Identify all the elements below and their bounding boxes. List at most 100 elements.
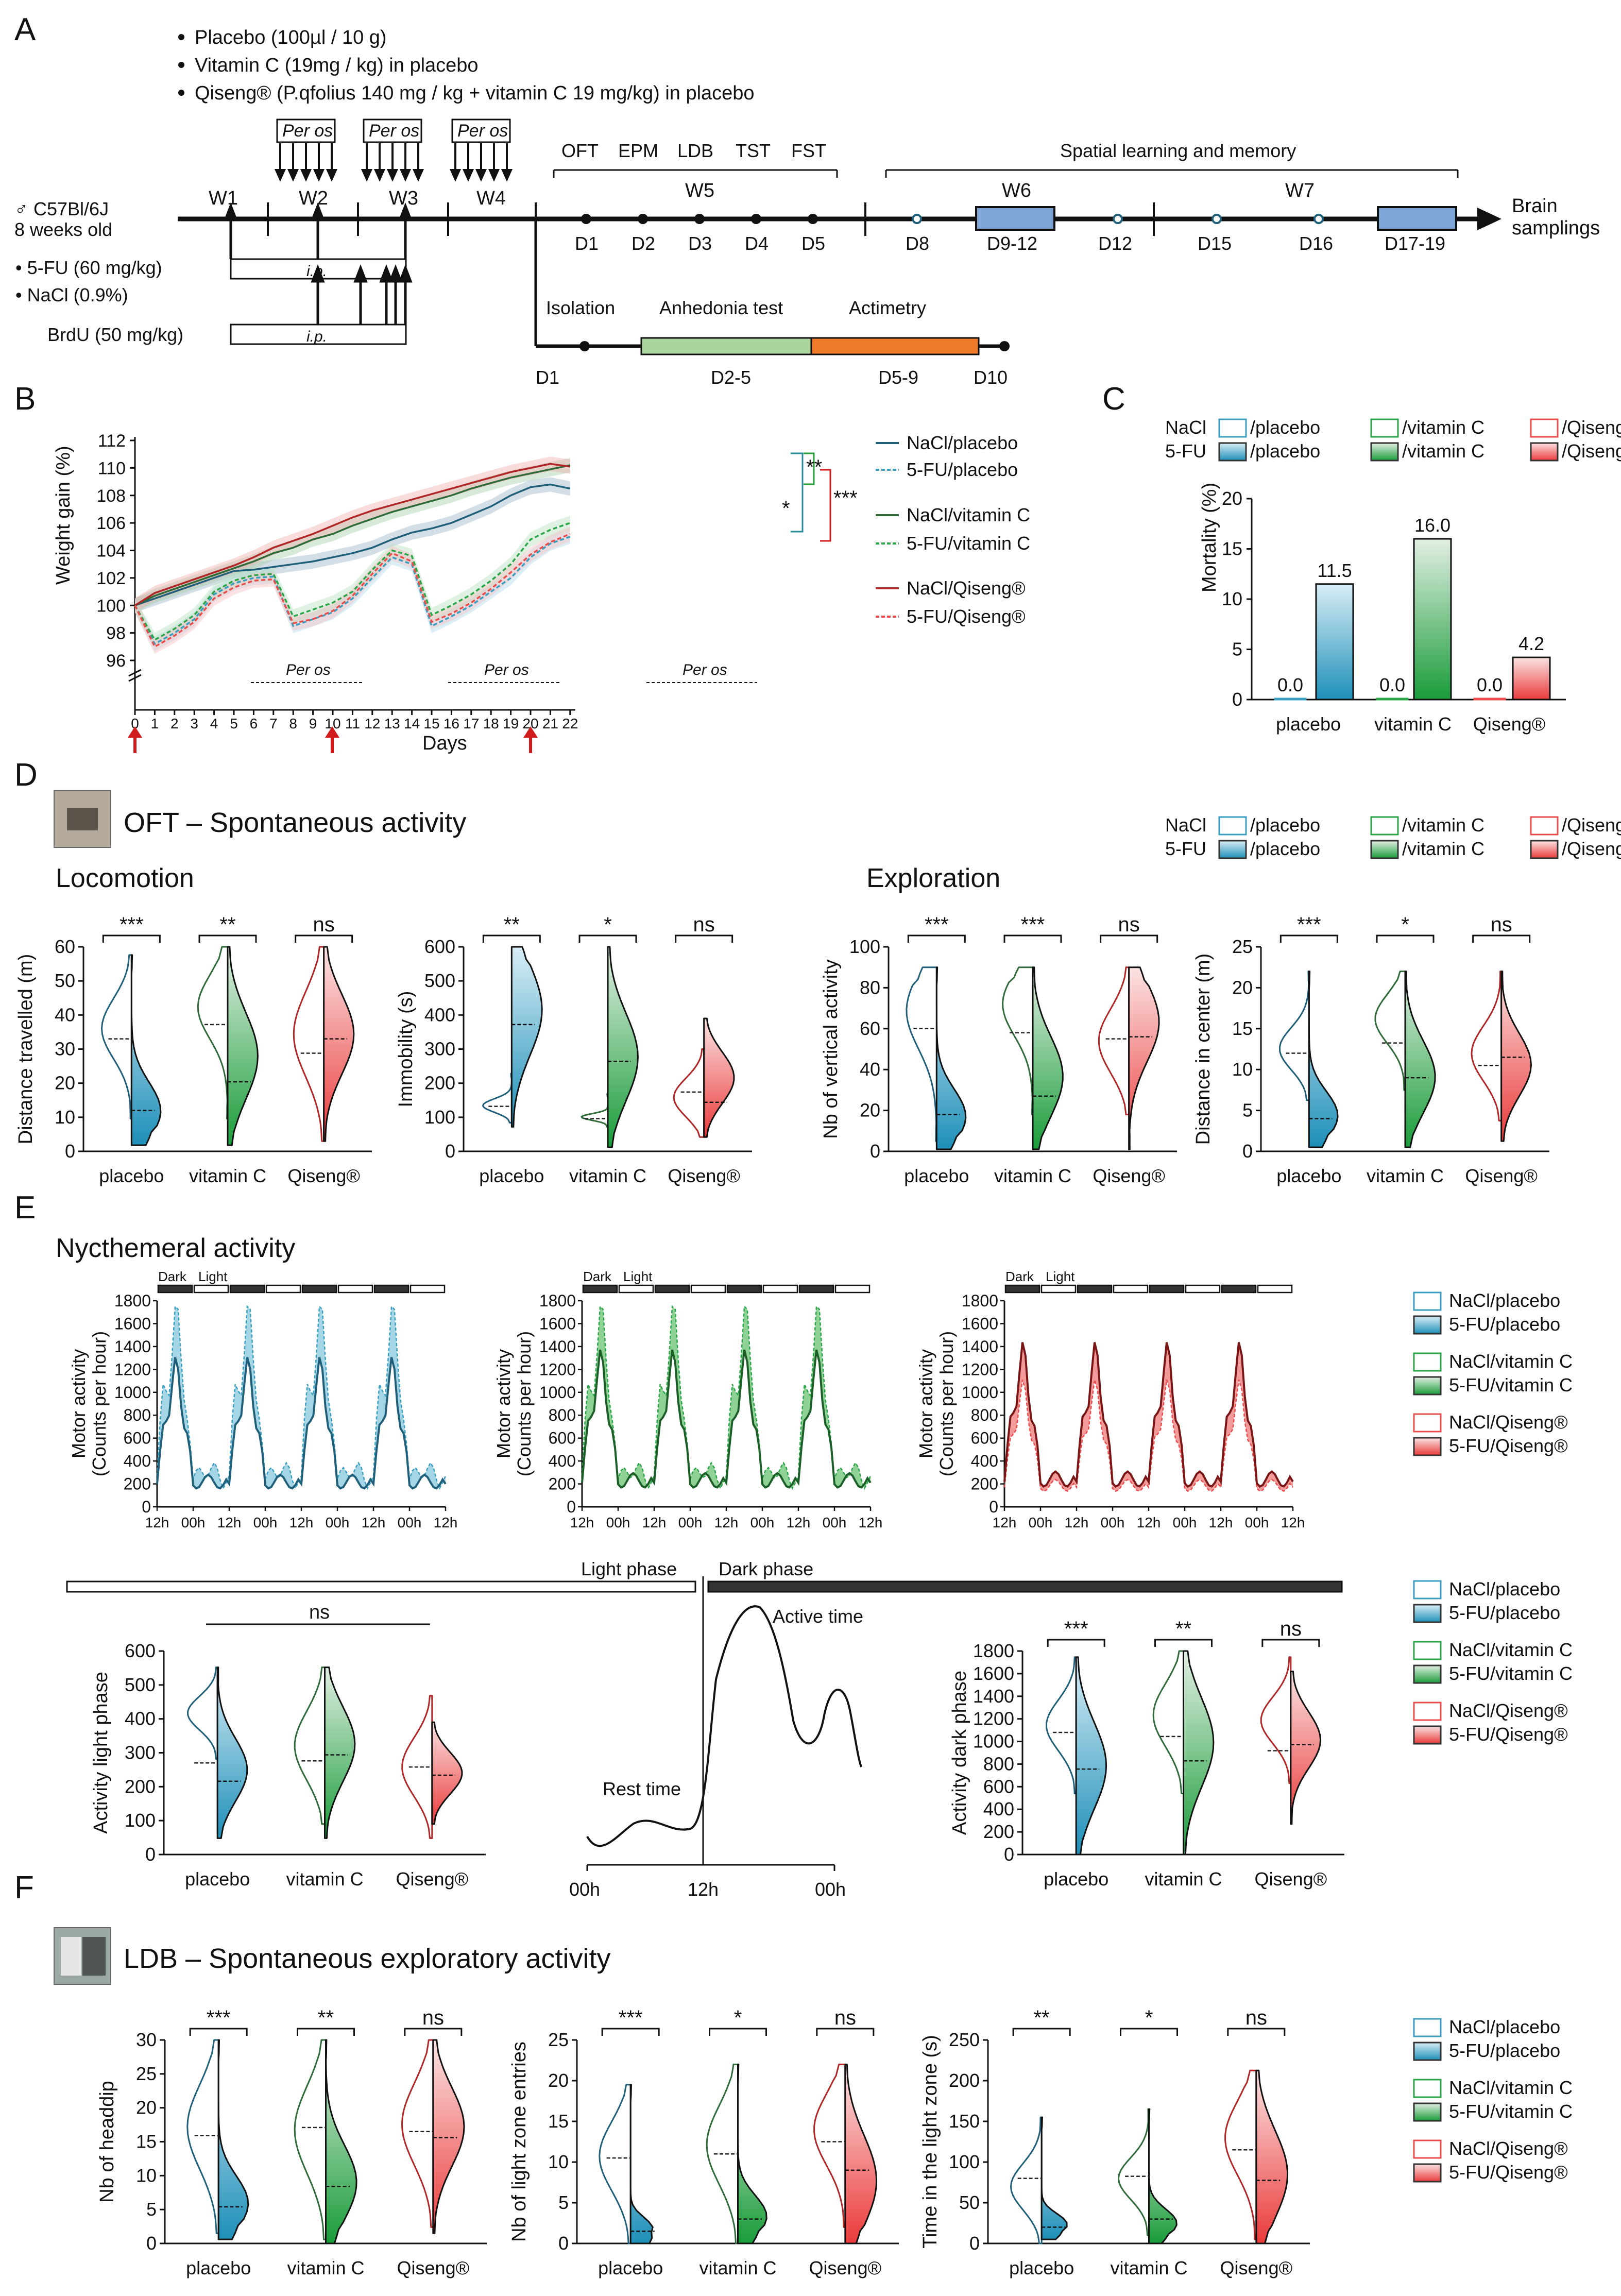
- e-xtick-label: 12h: [993, 1515, 1017, 1530]
- violin-ylabel: Nb of light zone entries: [508, 2042, 530, 2242]
- c-bar: [1274, 698, 1307, 701]
- e-ytick-label: 1800: [962, 1291, 998, 1310]
- e-xtick-label: 00h: [1245, 1515, 1269, 1530]
- sig-label: ns: [1280, 1618, 1302, 1640]
- violin-ytick-label: 20: [136, 2097, 157, 2118]
- violin-half: [629, 2084, 654, 2244]
- e-ytick-label: 1000: [962, 1383, 998, 1402]
- sig-label: ***: [925, 913, 949, 936]
- d-legend-swatch-fu-vitc: [1370, 840, 1399, 859]
- e-ytick-label: 800: [124, 1406, 151, 1424]
- e-lightdark-bar: [1040, 1284, 1077, 1294]
- e-lightdark-bar: [690, 1284, 726, 1294]
- violin-ytick-label: 100: [949, 2151, 980, 2172]
- b-ytick-label: 104: [96, 541, 126, 561]
- e-top-legend-label: 5-FU/Qiseng®: [1449, 1435, 1568, 1456]
- d-legend-swatch-fu-placebo: [1218, 840, 1247, 859]
- b-legend-nacl-vitc: NaCl/vitamin C: [907, 504, 1030, 525]
- b-xtick-label: 12: [364, 716, 380, 732]
- panel-letter-d: D: [14, 757, 38, 793]
- actimetry-label: Actimetry: [849, 297, 926, 318]
- violin-ytick-label: 5: [558, 2192, 569, 2213]
- sig-bracket: [1376, 934, 1435, 943]
- e-top-legend-swatch-fu: [1413, 1437, 1442, 1456]
- d-legend-nacl-vitc: /vitamin C: [1402, 814, 1485, 836]
- violin-ytick-label: 300: [424, 1039, 455, 1060]
- e-ytick-label: 600: [549, 1429, 576, 1448]
- violin-half: [1290, 1671, 1322, 1825]
- c-bar: [1376, 698, 1409, 701]
- c-legend-swatch-fu-placebo: [1218, 442, 1247, 462]
- e-trace-fu-qiseng: [1003, 1342, 1294, 1488]
- sig-label: ns: [1245, 2006, 1267, 2029]
- violin-ytick-label: 0: [146, 2233, 157, 2254]
- violin-category-label: placebo: [598, 2257, 663, 2278]
- per-os-w4: Per os: [457, 121, 508, 141]
- b-ytick-label: 100: [96, 596, 126, 616]
- violin-ytick-label: 800: [983, 1753, 1014, 1774]
- e-ytick-label: 400: [549, 1452, 576, 1470]
- b-per-os-3: Per os: [682, 661, 727, 678]
- f-legend-swatch-nacl: [1413, 2079, 1442, 2098]
- violin-half: [1471, 971, 1503, 1121]
- b-legend-nacl-placebo: NaCl/placebo: [907, 432, 1018, 453]
- e-lightdark-bar: [1257, 1284, 1293, 1294]
- sig-label: **: [1175, 1618, 1191, 1640]
- e-xtick-label: 12h: [362, 1515, 386, 1530]
- fu-vitc-line-band: [135, 516, 570, 647]
- per-os-arrowhead: [274, 169, 286, 182]
- fu-vitc-line: [134, 522, 571, 641]
- sig-bracket: [1003, 934, 1062, 943]
- per-os-arrowhead: [488, 169, 500, 182]
- e-xtick-label: 00h: [326, 1515, 350, 1530]
- e-trace-nacl-vitc: [581, 1305, 872, 1490]
- samplings-label: samplings: [1512, 217, 1600, 239]
- b-xtick-label: 6: [250, 716, 258, 732]
- e-top-legend-swatch-nacl: [1413, 1291, 1442, 1311]
- sig-label: *: [1401, 913, 1409, 936]
- violin-ytick-label: 40: [860, 1059, 880, 1080]
- sig-bracket: [102, 934, 161, 943]
- b-xtick-label: 16: [443, 716, 459, 732]
- c-bar-label: 0.0: [1277, 674, 1303, 695]
- e-lightdark-bar: [301, 1284, 337, 1294]
- violin-category-label: Qiseng®: [287, 1165, 360, 1186]
- e-ytick-label: 1800: [114, 1291, 151, 1310]
- sig-bracket: [816, 2028, 875, 2036]
- e-lightdark-bar: [726, 1284, 762, 1294]
- b-legend-fu-vitc: 5-FU/vitamin C: [907, 533, 1030, 554]
- violin-half: [737, 2063, 767, 2244]
- sig-bracket: [1120, 2028, 1178, 2036]
- violin-ytick-label: 60: [55, 936, 75, 957]
- violin-half: [906, 966, 937, 1142]
- per-os-arrowhead: [313, 169, 325, 182]
- day-d9-12: D9-12: [987, 233, 1037, 254]
- e-top-legend-swatch-fu: [1413, 1376, 1442, 1396]
- violin-half: [1046, 1656, 1077, 1794]
- b-xtick-label: 9: [309, 716, 317, 732]
- e-ytick-label: 400: [124, 1452, 151, 1470]
- b-xtick-label: 3: [190, 716, 198, 732]
- per-os-arrowhead: [412, 169, 424, 182]
- violin-half: [1098, 966, 1130, 1116]
- violin-ytick-label: 20: [55, 1073, 75, 1094]
- violin-category-label: vitamin C: [994, 1165, 1071, 1186]
- e-dark-label: Dark: [583, 1269, 612, 1284]
- violin-half: [1183, 1650, 1215, 1856]
- e-lightdark-bar: [157, 1284, 193, 1294]
- per-os-arrowhead: [361, 169, 373, 182]
- ip-label-2: i.p.: [306, 328, 327, 345]
- per-os-arrowhead: [386, 169, 399, 182]
- e-xtick-label: 00h: [253, 1515, 278, 1530]
- violin-ytick-label: 150: [949, 2111, 980, 2132]
- exploration-label: Exploration: [866, 863, 1000, 893]
- violin-ytick-label: 1000: [973, 1731, 1014, 1752]
- violin-category-label: placebo: [479, 1165, 544, 1186]
- e-ytick-label: 800: [549, 1406, 576, 1424]
- e-ytick-label: 800: [971, 1406, 998, 1424]
- violin-ytick-label: 20: [1232, 977, 1253, 998]
- isolation-label: Isolation: [546, 297, 615, 318]
- day-d8: D8: [906, 233, 929, 254]
- per-os-arrowhead: [326, 169, 338, 182]
